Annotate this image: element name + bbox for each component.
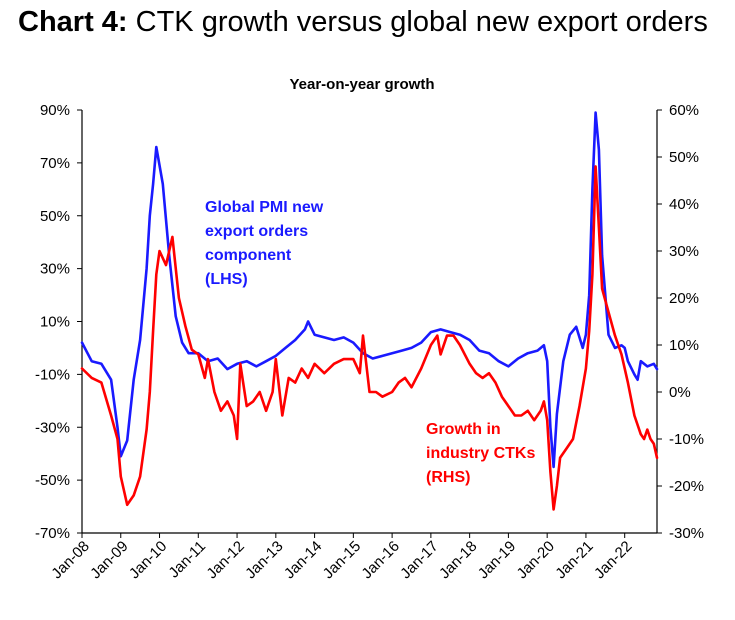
x-tick-label: Jan-09 bbox=[87, 538, 131, 582]
y-right-tick-label: 30% bbox=[669, 243, 699, 260]
y-right-tick-label: 60% bbox=[669, 102, 699, 119]
y-left-tick-label: -10% bbox=[35, 366, 70, 383]
pmi-series-label: Global PMI new export orders component (LHS… bbox=[205, 199, 324, 288]
y-left-tick-label: -30% bbox=[35, 419, 70, 436]
x-tick-label: Jan-13 bbox=[242, 538, 286, 582]
y-right-tick-label: -30% bbox=[669, 525, 704, 542]
ctk-series-line bbox=[80, 165, 659, 511]
x-tick-label: Jan-14 bbox=[281, 538, 325, 582]
y-left-tick-label: 50% bbox=[40, 208, 70, 225]
y-left-tick-label: -50% bbox=[35, 472, 70, 489]
ctk-series-label: Growth in industry CTKs (RHS) bbox=[426, 421, 535, 486]
annotations-group: Global PMI new export orders component (LHS… bbox=[205, 199, 535, 486]
y-right-tick-label: 10% bbox=[669, 337, 699, 354]
chart-title: Chart 4: CTK growth versus global new ex… bbox=[18, 6, 708, 39]
axes-group: 90% 70% 50% 30% 10% -10% -30% -50% -70% 60% 50% 40%… bbox=[35, 102, 704, 582]
x-tick-label: Jan-16 bbox=[358, 538, 402, 582]
pmi-series-line bbox=[80, 111, 659, 469]
y-left-tick-label: 90% bbox=[40, 102, 70, 119]
x-tick-label: Jan-10 bbox=[126, 538, 170, 582]
y-right-tick-label: 50% bbox=[669, 149, 699, 166]
y-right-tick-label: 0% bbox=[669, 384, 691, 401]
chart-subtitle: Year-on-year growth bbox=[289, 76, 434, 93]
series-group bbox=[80, 111, 659, 511]
x-tick-label: Jan-12 bbox=[203, 538, 247, 582]
x-tick-label: Jan-11 bbox=[165, 538, 209, 582]
x-tick-label: Jan-08 bbox=[48, 538, 92, 582]
x-tick-label: Jan-18 bbox=[436, 538, 480, 582]
x-tick-label: Jan-19 bbox=[475, 538, 519, 582]
y-left-tick-label: -70% bbox=[35, 525, 70, 542]
y-right-tick-label: -10% bbox=[669, 431, 704, 448]
y-right-tick-label: 40% bbox=[669, 196, 699, 213]
x-tick-label: Jan-22 bbox=[591, 538, 635, 582]
y-right-tick-label: 20% bbox=[669, 290, 699, 307]
y-right-tick-label: -20% bbox=[669, 478, 704, 495]
x-tick-label: Jan-17 bbox=[397, 538, 441, 582]
x-tick-label: Jan-21 bbox=[552, 538, 596, 582]
chart-title-bold: Chart 4: bbox=[18, 6, 128, 38]
y-left-tick-label: 70% bbox=[40, 155, 70, 172]
x-tick-label: Jan-15 bbox=[320, 538, 364, 582]
chart-title-text: CTK growth versus global new export orde… bbox=[135, 6, 708, 38]
y-left-tick-label: 30% bbox=[40, 261, 70, 278]
y-left-tick-label: 10% bbox=[40, 314, 70, 331]
x-tick-label: Jan-20 bbox=[514, 538, 558, 582]
